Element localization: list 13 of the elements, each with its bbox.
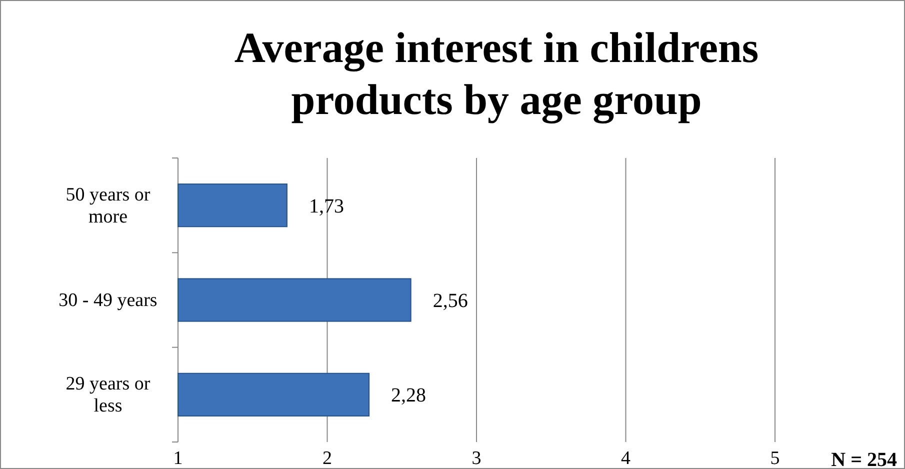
x-tick-label: 2 xyxy=(322,448,332,469)
text: N = 254 xyxy=(831,449,897,469)
x-tick-label: 1 xyxy=(173,448,183,469)
x-tick-label: 4 xyxy=(621,448,631,469)
data-label: 2,56 xyxy=(432,290,468,312)
y-tick-label: 29 years or less xyxy=(66,374,151,417)
y-tick-label: 30 - 49 years xyxy=(58,290,158,311)
x-tick-label: 3 xyxy=(472,448,482,469)
data-label: 1,73 xyxy=(308,195,344,218)
data-label: 2,28 xyxy=(391,384,426,407)
x-tick-label: 5 xyxy=(770,448,780,469)
chart-title: Average interest in childrens products by age group xyxy=(234,25,759,124)
y-tick-label: 50 years or more xyxy=(66,184,151,228)
